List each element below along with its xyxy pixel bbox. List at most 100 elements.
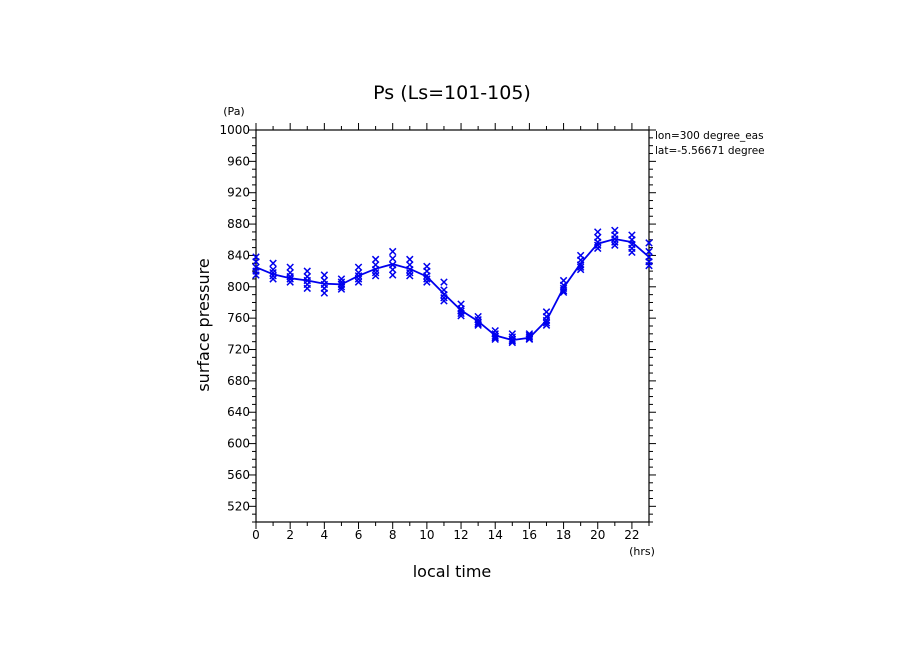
marker-stroke [457, 309, 465, 318]
y-tick-label: 520 [227, 499, 250, 513]
marker-stroke [303, 284, 311, 293]
x-tick-label: 8 [389, 528, 397, 542]
y-tick-label: 720 [227, 343, 250, 357]
marker-stroke [388, 247, 397, 256]
data-point-marker [440, 297, 448, 305]
marker-stroke [337, 285, 346, 293]
data-point-marker [559, 288, 568, 297]
data-point-marker [508, 337, 517, 345]
data-point-marker [354, 275, 363, 283]
data-point-marker [269, 265, 277, 274]
data-point-marker [269, 272, 277, 280]
y-tick-label: 840 [227, 248, 250, 262]
marker-stroke [423, 275, 431, 283]
marker-stroke [354, 272, 363, 280]
marker-stroke [525, 335, 534, 344]
data-point-marker [406, 272, 414, 280]
y-tick-label: 640 [227, 405, 250, 419]
marker-stroke [354, 278, 363, 286]
data-point-marker [354, 272, 363, 280]
data-point-marker [474, 321, 482, 329]
data-point-marker [628, 248, 636, 257]
data-point-marker [491, 335, 499, 344]
data-point-marker [611, 235, 619, 243]
marker-stroke [406, 272, 414, 280]
marker-stroke [440, 278, 448, 286]
data-point-marker [474, 312, 482, 321]
x-tick-label: 16 [522, 528, 537, 542]
data-point-marker [286, 272, 294, 281]
data-point-marker [406, 265, 414, 274]
data-point-marker [286, 275, 294, 283]
data-point-marker [337, 283, 346, 291]
marker-stroke [645, 247, 653, 256]
marker-stroke [576, 263, 585, 271]
x-unit-label: (hrs) [629, 545, 655, 558]
marker-stroke [371, 272, 380, 280]
data-point-marker [388, 254, 397, 263]
y-tick-label: 760 [227, 311, 250, 325]
marker-stroke [406, 268, 414, 277]
data-point-marker [645, 239, 653, 247]
data-point-marker [354, 263, 363, 271]
data-point-marker [303, 284, 311, 293]
data-point-marker [576, 263, 585, 271]
marker-stroke [286, 263, 294, 271]
data-point-marker [354, 278, 363, 286]
data-point-marker [388, 271, 397, 279]
data-point-marker [354, 268, 363, 277]
marker-stroke [559, 281, 568, 289]
x-tick-label: 18 [556, 528, 571, 542]
marker-stroke [440, 294, 448, 302]
y-unit-label: (Pa) [223, 105, 244, 118]
data-point-marker [320, 271, 329, 279]
x-tick-label: 22 [624, 528, 639, 542]
marker-stroke [525, 333, 534, 341]
annotation-lat: lat=-5.56671 degree [655, 145, 765, 157]
data-point-marker [423, 272, 431, 280]
data-point-marker [252, 271, 260, 279]
data-point-marker [594, 241, 602, 249]
data-point-marker [406, 255, 414, 264]
data-point-marker [269, 275, 277, 283]
data-point-marker [594, 238, 602, 246]
data-point-marker [440, 290, 448, 299]
data-point-marker [423, 278, 431, 286]
data-point-marker [423, 275, 431, 283]
marker-stroke [320, 271, 329, 279]
marker-stroke [576, 265, 585, 274]
data-point-marker [594, 228, 602, 236]
marker-stroke [474, 312, 482, 321]
data-point-marker [252, 257, 260, 266]
marker-stroke [611, 241, 619, 249]
data-point-marker [371, 272, 380, 280]
marker-stroke [371, 268, 380, 277]
data-point-marker [542, 319, 551, 327]
y-tick-label: 560 [227, 468, 250, 482]
data-point-marker [286, 263, 294, 271]
marker-stroke [508, 337, 517, 345]
x-tick-label: 14 [488, 528, 503, 542]
marker-stroke [611, 238, 619, 246]
x-tick-label: 4 [321, 528, 329, 542]
data-point-marker [491, 332, 499, 340]
marker-stroke [388, 254, 397, 263]
x-tick-label: 10 [419, 528, 434, 542]
series-mean-line [255, 238, 650, 342]
marker-stroke [388, 271, 397, 279]
data-point-marker [559, 286, 568, 295]
marker-stroke [474, 321, 482, 329]
marker-stroke [611, 235, 619, 243]
marker-stroke [594, 228, 602, 236]
y-tick-label: 1000 [219, 123, 250, 137]
marker-stroke [252, 257, 260, 266]
data-point-marker [525, 335, 534, 344]
data-point-marker [337, 275, 346, 283]
marker-stroke [423, 278, 431, 286]
y-tick-label: 600 [227, 437, 250, 451]
marker-stroke [269, 275, 277, 283]
data-point-marker [371, 255, 380, 264]
marker-stroke [269, 268, 277, 277]
data-point-marker [388, 265, 397, 274]
